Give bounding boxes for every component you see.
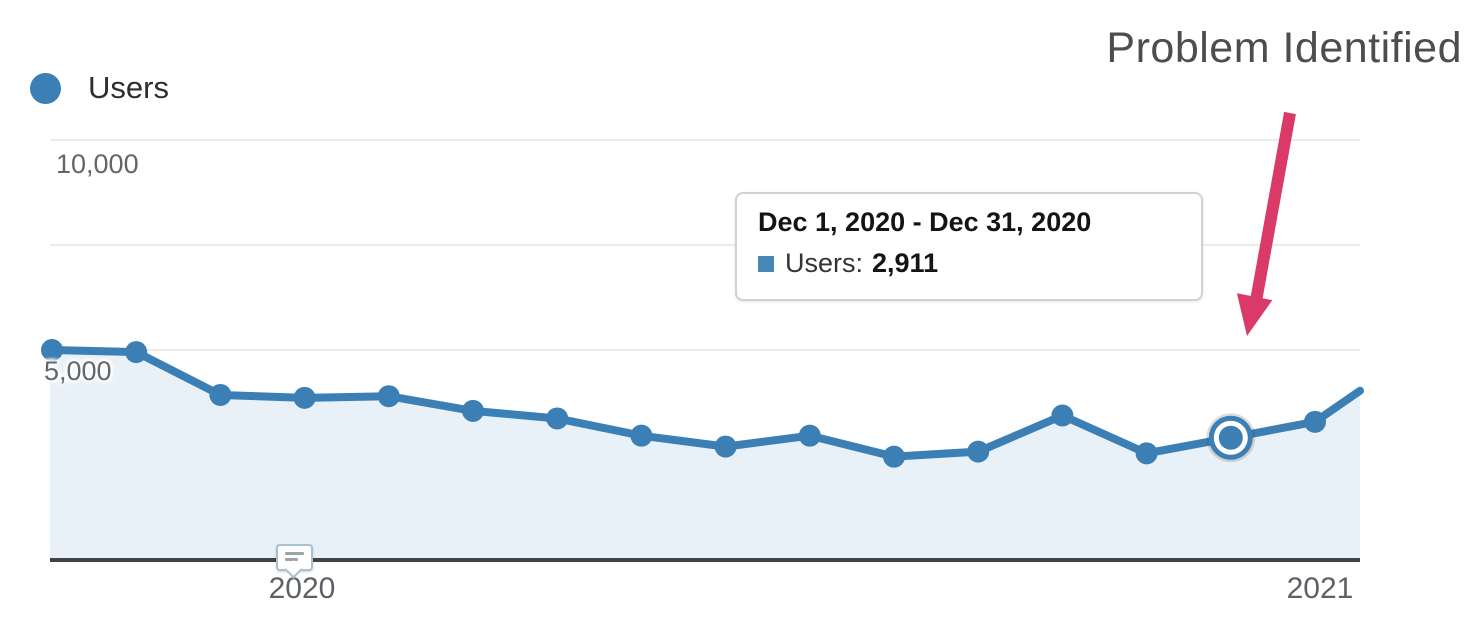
legend-users-label: Users [88,70,169,105]
data-point-feb-2020[interactable] [377,385,400,408]
data-point-oct-2020[interactable] [1051,404,1074,427]
annotation-note-line [285,552,304,555]
x-axis-tick-2021: 2021 [1286,572,1354,605]
users-line [46,346,1364,461]
data-point-oct-2019[interactable] [41,339,63,361]
users-area-fill [50,350,1360,560]
data-point-jan-2021[interactable] [1304,410,1326,433]
data-point-nov-2020[interactable] [1135,442,1158,465]
tooltip-users-value: 2,911 [872,248,939,278]
y-axis-tick-10000: 10,000 [56,149,139,179]
tooltip-users-marker-icon [758,255,774,272]
legend[interactable]: Users [30,70,169,106]
y-axis-tick-5000: 5,000 [44,356,112,386]
data-point-dec-2020-highlighted[interactable] [1218,425,1243,450]
data-point-apr-2020[interactable] [546,407,569,430]
tooltip-date-range: Dec 1, 2020 - Dec 31, 2020 [758,207,1092,237]
chart-tooltip: Dec 1, 2020 - Dec 31, 2020 Users: 2,911 [735,192,1203,301]
data-point-nov-2019[interactable] [125,341,148,364]
x-axis-tick-2020: 2020 [268,572,336,605]
annotation-note-line [285,558,298,561]
data-point-sep-2020[interactable] [967,440,990,463]
tooltip-series-label: Users: [785,248,864,278]
data-point-dec-2019[interactable] [209,383,232,406]
data-point-may-2020[interactable] [630,424,653,447]
data-point-mar-2020[interactable] [462,399,484,422]
data-point-jan-2020[interactable] [293,386,316,409]
problem-identified-label: Problem Identified [1106,24,1462,72]
data-point-jun-2020[interactable] [714,435,737,458]
data-point-aug-2020[interactable] [883,445,905,468]
data-point-jul-2020[interactable] [798,424,821,447]
tooltip-users-row: Users: 2,911 [758,248,1180,279]
annotation-note-icon[interactable] [276,544,313,579]
legend-users-dot-icon [30,72,61,104]
